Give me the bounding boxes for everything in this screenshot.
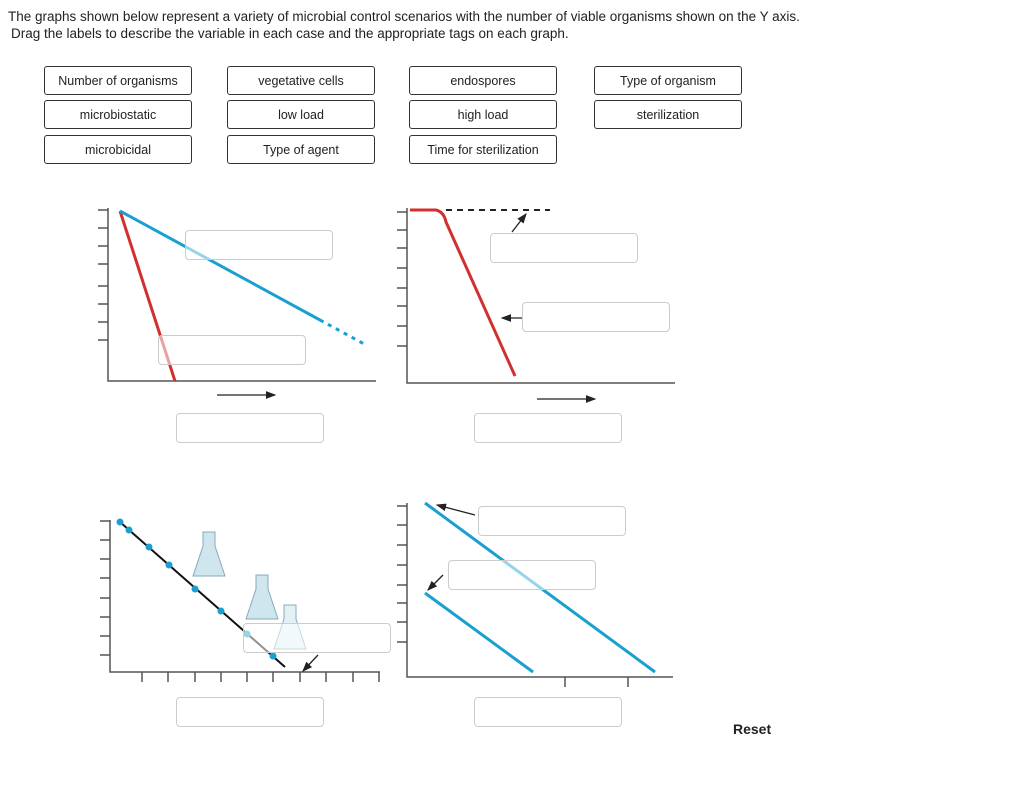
drop-zone[interactable] <box>243 623 391 653</box>
graph-2 <box>397 208 675 403</box>
label-time-for-sterilization[interactable]: Time for sterilization <box>409 135 557 164</box>
label-microbiostatic[interactable]: microbiostatic <box>44 100 192 129</box>
drop-zone[interactable] <box>522 302 670 332</box>
label-vegetative-cells[interactable]: vegetative cells <box>227 66 375 95</box>
drop-zone[interactable] <box>448 560 596 590</box>
instruction-line-1: The graphs shown below represent a varie… <box>8 9 800 24</box>
red-curve <box>410 208 517 377</box>
instruction-line-2: Drag the labels to describe the variable… <box>11 26 569 41</box>
drop-zone[interactable] <box>474 413 622 443</box>
blue-line <box>119 209 321 322</box>
drop-zone[interactable] <box>185 230 333 260</box>
drop-zone[interactable] <box>176 413 324 443</box>
reset-button[interactable]: Reset <box>733 721 772 737</box>
drop-zone[interactable] <box>474 697 622 727</box>
label-low-load[interactable]: low load <box>227 100 375 129</box>
graph-3 <box>100 518 380 682</box>
drop-zone[interactable] <box>176 697 324 727</box>
instructions: The graphs shown below represent a varie… <box>8 8 800 42</box>
label-sterilization[interactable]: sterilization <box>594 100 742 129</box>
drop-zone[interactable] <box>158 335 306 365</box>
drop-zone[interactable] <box>490 233 638 263</box>
label-type-of-organism[interactable]: Type of organism <box>594 66 742 95</box>
drop-zone[interactable] <box>478 506 626 536</box>
label-endospores[interactable]: endospores <box>409 66 557 95</box>
label-number-of-organisms[interactable]: Number of organisms <box>44 66 192 95</box>
label-type-of-agent[interactable]: Type of agent <box>227 135 375 164</box>
label-microbicidal[interactable]: microbicidal <box>44 135 192 164</box>
label-high-load[interactable]: high load <box>409 100 557 129</box>
